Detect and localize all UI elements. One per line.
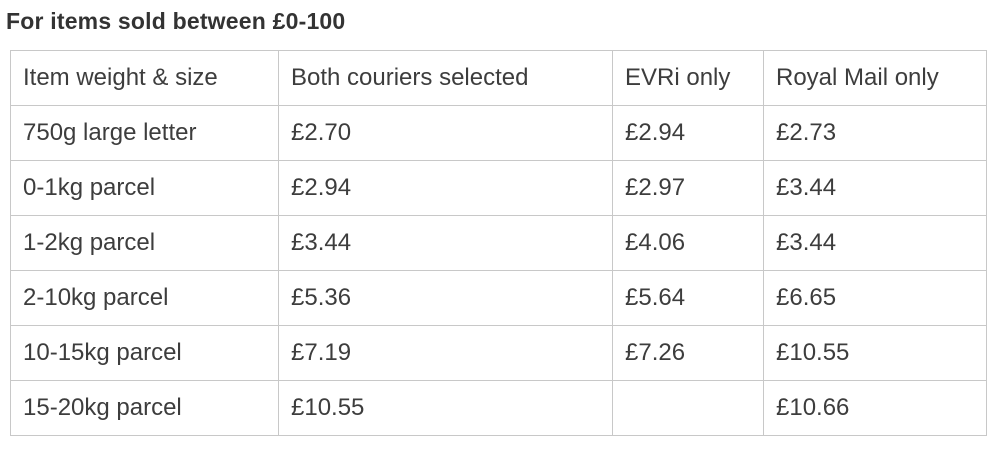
header-both-couriers: Both couriers selected [278,50,613,106]
header-evri-only: EVRi only [612,50,764,106]
table-body: 750g large letter £2.70 £2.94 £2.73 0-1k… [10,105,987,436]
cell-royal-mail-price: £10.55 [763,325,987,381]
cell-both-couriers-price: £3.44 [278,215,613,271]
cell-both-couriers-price: £2.94 [278,160,613,216]
cell-weight: 1-2kg parcel [10,215,279,271]
table-row: 15-20kg parcel £10.55 £10.66 [10,380,987,436]
header-row: Item weight & size Both couriers selecte… [10,50,987,106]
cell-evri-price: £5.64 [612,270,764,326]
cell-weight: 0-1kg parcel [10,160,279,216]
table-title: For items sold between £0-100 [6,8,346,34]
cell-royal-mail-price: £3.44 [763,215,987,271]
cell-royal-mail-price: £10.66 [763,380,987,436]
cell-weight: 750g large letter [10,105,279,161]
cell-royal-mail-price: £3.44 [763,160,987,216]
cell-both-couriers-price: £10.55 [278,380,613,436]
header-item-weight-size: Item weight & size [10,50,279,106]
cell-weight: 15-20kg parcel [10,380,279,436]
cell-weight: 10-15kg parcel [10,325,279,381]
table-row: 1-2kg parcel £3.44 £4.06 £3.44 [10,215,987,271]
cell-royal-mail-price: £2.73 [763,105,987,161]
cell-both-couriers-price: £5.36 [278,270,613,326]
price-comparison-table: Item weight & size Both couriers selecte… [10,50,987,436]
table-row: 10-15kg parcel £7.19 £7.26 £10.55 [10,325,987,381]
table-row: 0-1kg parcel £2.94 £2.97 £3.44 [10,160,987,216]
cell-both-couriers-price: £7.19 [278,325,613,381]
header-royal-mail-only: Royal Mail only [763,50,987,106]
cell-evri-price: £2.97 [612,160,764,216]
cell-evri-price: £7.26 [612,325,764,381]
table-row: 2-10kg parcel £5.36 £5.64 £6.65 [10,270,987,326]
cell-evri-price-empty [612,380,764,436]
cell-both-couriers-price: £2.70 [278,105,613,161]
cell-evri-price: £4.06 [612,215,764,271]
cell-royal-mail-price: £6.65 [763,270,987,326]
cell-evri-price: £2.94 [612,105,764,161]
table-header: Item weight & size Both couriers selecte… [10,50,987,106]
cell-weight: 2-10kg parcel [10,270,279,326]
table-row: 750g large letter £2.70 £2.94 £2.73 [10,105,987,161]
